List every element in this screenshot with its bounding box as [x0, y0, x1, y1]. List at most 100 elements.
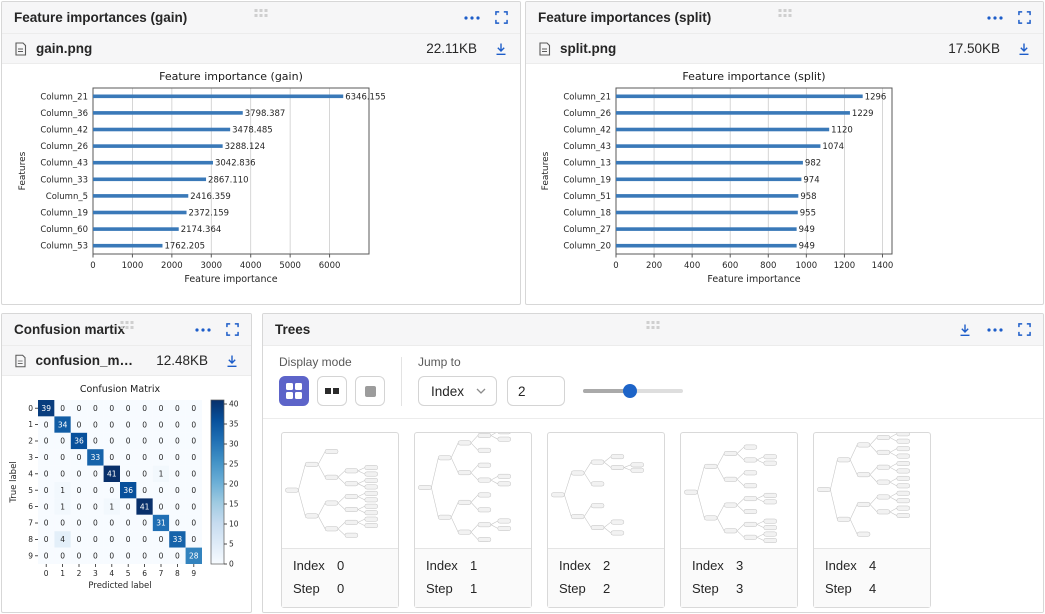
svg-text:0: 0: [125, 437, 130, 446]
svg-text:0: 0: [43, 420, 48, 429]
expand-button[interactable]: [1018, 323, 1031, 336]
tree-card[interactable]: Index 3 Step 3: [680, 432, 798, 608]
tree-card-meta-row: Step 4: [825, 577, 919, 600]
tree-card-meta: Index 0 Step 0: [282, 549, 398, 607]
svg-text:2000: 2000: [161, 261, 183, 271]
svg-text:1: 1: [109, 502, 114, 511]
svg-text:Confusion Matrix: Confusion Matrix: [79, 384, 160, 395]
step-value: 0: [337, 581, 345, 596]
download-button[interactable]: [1017, 42, 1031, 56]
svg-text:0: 0: [142, 453, 147, 462]
svg-text:0: 0: [229, 560, 234, 569]
svg-text:1: 1: [28, 420, 33, 429]
svg-text:0: 0: [109, 437, 114, 446]
more-menu-button[interactable]: [195, 327, 211, 332]
drag-handle-icon[interactable]: [778, 9, 791, 17]
svg-text:949: 949: [799, 225, 815, 235]
svg-text:0: 0: [125, 535, 130, 544]
svg-text:Column_5: Column_5: [45, 192, 87, 202]
tree-card[interactable]: Index 1 Step 1: [414, 432, 532, 608]
svg-text:0: 0: [142, 437, 147, 446]
svg-text:0: 0: [142, 535, 147, 544]
svg-text:Column_43: Column_43: [563, 142, 611, 152]
display-mode-grid-button[interactable]: [279, 376, 309, 406]
svg-text:0: 0: [43, 569, 48, 578]
expand-button[interactable]: [1018, 11, 1031, 24]
display-mode-label: Display mode: [279, 355, 352, 369]
file-row: confusion_mat... 12.48KB: [2, 346, 251, 376]
svg-text:2: 2: [76, 569, 81, 578]
svg-text:1400: 1400: [872, 261, 894, 271]
step-value: 4: [869, 581, 877, 596]
svg-text:0: 0: [125, 519, 130, 528]
svg-text:1: 1: [60, 502, 65, 511]
svg-text:1296: 1296: [865, 92, 887, 102]
drag-handle-icon[interactable]: [646, 321, 660, 329]
expand-button[interactable]: [495, 11, 508, 24]
jump-index-input[interactable]: [507, 376, 566, 406]
step-value: 1: [470, 581, 478, 596]
download-button[interactable]: [958, 323, 972, 337]
grid-icon: [286, 383, 302, 399]
display-mode-single-button[interactable]: [355, 376, 385, 406]
more-menu-button[interactable]: [987, 15, 1003, 20]
svg-text:Feature importance (gain): Feature importance (gain): [159, 70, 303, 83]
slider-fill: [583, 389, 631, 393]
panel-feature-importances-gain: Feature importances (gain) gain.png 22.1…: [1, 1, 521, 305]
toolbar-divider: [401, 357, 402, 406]
tree-card[interactable]: Index 0 Step 0: [281, 432, 399, 608]
svg-text:0: 0: [613, 261, 618, 271]
svg-text:1762.205: 1762.205: [164, 242, 205, 252]
svg-text:0: 0: [142, 420, 147, 429]
tree-index-slider[interactable]: [583, 376, 684, 406]
more-menu-button[interactable]: [987, 327, 1003, 332]
tree-card-meta: Index 4 Step 4: [814, 549, 930, 607]
svg-text:0: 0: [109, 486, 114, 495]
jump-mode-select[interactable]: Index: [418, 376, 498, 406]
tree-card[interactable]: Index 2 Step 2: [547, 432, 665, 608]
svg-text:20: 20: [229, 480, 239, 489]
svg-text:800: 800: [760, 261, 776, 271]
slider-thumb[interactable]: [623, 384, 638, 398]
svg-text:3: 3: [93, 569, 98, 578]
download-icon: [960, 324, 970, 336]
svg-text:0: 0: [93, 437, 98, 446]
svg-text:0: 0: [158, 552, 163, 561]
file-row: split.png 17.50KB: [526, 34, 1043, 64]
file-icon: [15, 354, 26, 367]
download-button[interactable]: [494, 42, 508, 56]
display-mode-pair-button[interactable]: [317, 376, 347, 406]
svg-text:2416.359: 2416.359: [190, 192, 231, 202]
svg-text:0: 0: [158, 453, 163, 462]
svg-text:8: 8: [175, 569, 180, 578]
gain-bar-chart: Column_21 6346.155 Column_36 3798.387 Column…: [18, 70, 386, 285]
svg-text:0: 0: [76, 453, 81, 462]
expand-button[interactable]: [226, 323, 239, 336]
svg-text:Feature importance: Feature importance: [184, 274, 277, 285]
svg-text:0: 0: [109, 420, 114, 429]
svg-text:0: 0: [60, 552, 65, 561]
svg-text:7: 7: [28, 519, 33, 528]
svg-text:40: 40: [229, 400, 239, 409]
svg-text:2: 2: [28, 437, 33, 446]
split-bar-chart: Column_21 1296 Column_26 1229 Column_42 1120 C…: [541, 70, 894, 285]
tree-thumbnail: [681, 444, 797, 549]
drag-handle-icon[interactable]: [254, 9, 268, 17]
svg-text:0: 0: [109, 552, 114, 561]
svg-text:Column_26: Column_26: [563, 109, 611, 119]
drag-handle-icon[interactable]: [120, 321, 133, 329]
svg-text:0: 0: [191, 535, 196, 544]
fullscreen-icon: [495, 11, 508, 24]
svg-text:0: 0: [175, 470, 180, 479]
download-button[interactable]: [225, 354, 239, 368]
svg-text:974: 974: [803, 175, 819, 185]
file-name: split.png: [560, 41, 617, 56]
svg-text:0: 0: [191, 502, 196, 511]
more-menu-button[interactable]: [464, 15, 480, 20]
file-icon: [539, 41, 551, 56]
tree-card[interactable]: Index 4 Step 4: [813, 432, 931, 608]
svg-text:0: 0: [142, 552, 147, 561]
index-label: Index: [559, 558, 591, 573]
tree-card-meta-row: Step 2: [559, 577, 653, 600]
